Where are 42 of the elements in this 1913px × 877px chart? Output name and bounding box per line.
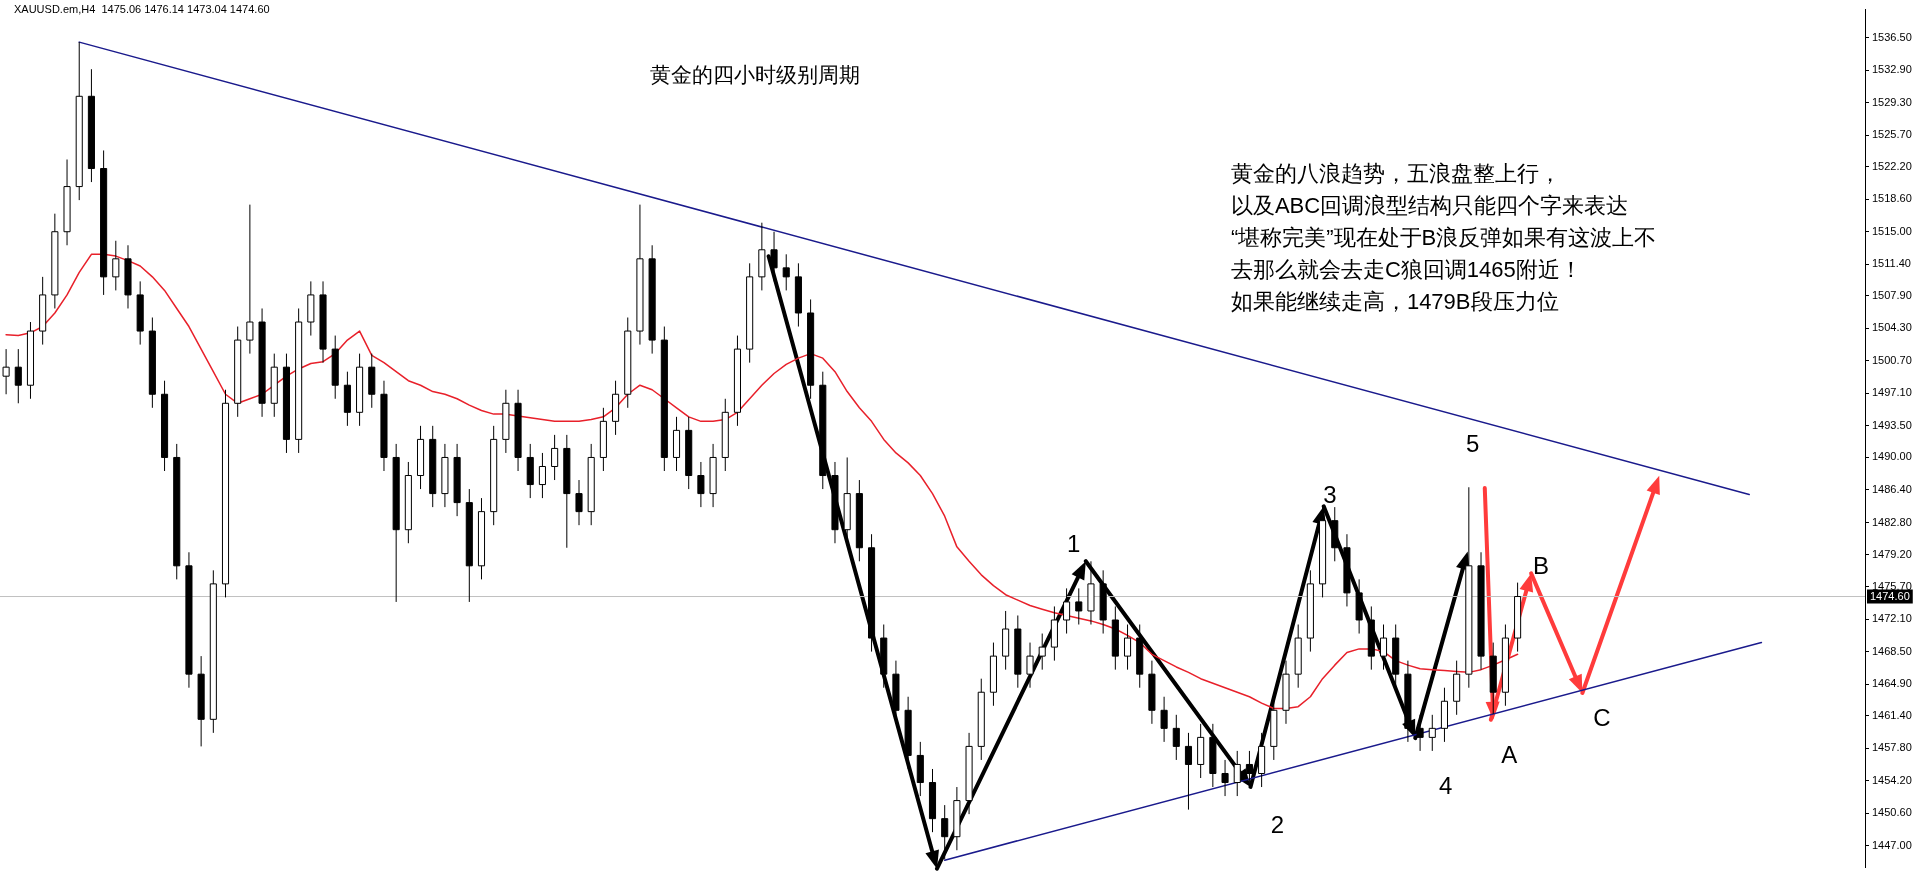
annotation: 5 (1465, 429, 1480, 457)
annotation: 1 (1066, 529, 1081, 557)
y-tick-label: 1500.70 (1872, 353, 1912, 366)
y-tick-label: 1464.90 (1872, 677, 1912, 690)
y-tick-label: 1536.50 (1872, 30, 1912, 43)
ref-line-label: 1474.60 (1870, 589, 1910, 602)
annotation: 2 (1270, 810, 1285, 838)
annotation: XAUUSD.em,H4 1475.06 1476.14 1473.04 1474.60 (14, 2, 270, 15)
y-tick-label: 1475.70 (1872, 579, 1912, 592)
annotation: C (1593, 704, 1611, 732)
y-tick-label: 1486.40 (1872, 483, 1912, 495)
y-tick-label: 1472.10 (1872, 612, 1912, 625)
y-tick-label: 1482.80 (1872, 515, 1912, 528)
y-tick-label: 1529.30 (1872, 95, 1912, 108)
annotation: 4 (1439, 771, 1453, 799)
y-tick-label: 1507.90 (1872, 288, 1912, 301)
annotation: “堪称完美”现在处于B浪反弹如果有这波上不 (1230, 225, 1657, 251)
y-tick-label: 1468.50 (1872, 644, 1912, 657)
y-tick-label: 1479.20 (1872, 548, 1912, 561)
annotation: 如果能继续走高，1479B段压力位 (1230, 289, 1559, 315)
y-tick-label: 1518.60 (1872, 192, 1912, 205)
y-tick-label: 1522.20 (1872, 159, 1912, 172)
y-tick-label: 1493.50 (1872, 418, 1912, 431)
y-tick-label: 1515.00 (1872, 224, 1912, 237)
y-tick-label: 1525.70 (1872, 128, 1912, 141)
y-tick-label: 1454.20 (1872, 773, 1912, 786)
annotation: 以及ABC回调浪型结构只能四个字来表达 (1230, 193, 1629, 219)
annotation: A (1501, 741, 1518, 769)
y-tick-label: 1447.00 (1872, 838, 1912, 851)
y-tick-label: 1457.80 (1872, 741, 1912, 754)
annotation: 去那么就会去走C狼回调1465附近！ (1230, 257, 1582, 283)
y-tick-label: 1504.30 (1872, 321, 1912, 334)
text: 黄金的四小时级别周期 (650, 62, 861, 86)
y-tick-label: 1532.90 (1872, 63, 1912, 76)
y-tick-label: 1461.40 (1872, 708, 1912, 721)
y-tick-label: 1511.40 (1872, 257, 1911, 270)
annotation: 黄金的八浪趋势，五浪盘整上行， (1230, 161, 1561, 187)
annotation: 3 (1323, 481, 1337, 509)
annotation: B (1532, 551, 1549, 579)
y-tick-label: 1490.00 (1872, 450, 1912, 463)
y-tick-label: 1450.60 (1872, 806, 1912, 819)
y-tick-label: 1497.10 (1872, 386, 1912, 399)
